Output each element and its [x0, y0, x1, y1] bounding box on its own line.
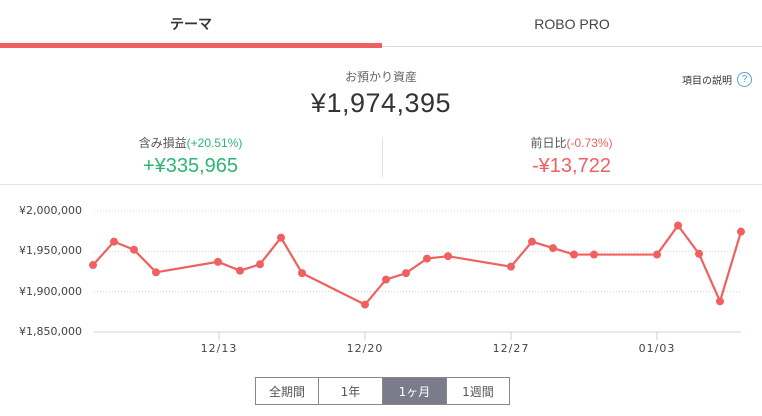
data-point[interactable] — [674, 221, 682, 230]
tab-theme[interactable]: テーマ — [0, 0, 382, 48]
x-tick: 01/03 — [638, 342, 676, 355]
x-tick: 12/20 — [346, 342, 384, 355]
period-1y[interactable]: 1年 — [319, 378, 383, 404]
tab-robo-pro[interactable]: ROBO PRO — [534, 15, 610, 32]
y-tick: ¥1,900,000 — [19, 285, 82, 298]
data-point[interactable] — [590, 250, 598, 259]
x-tick: 12/13 — [200, 342, 238, 355]
unrealized-gain-pct: (+20.51%) — [186, 136, 243, 150]
stats-row: 含み損益(+20.51%) +¥335,965 前日比(-0.73%) -¥13… — [0, 134, 762, 184]
asset-line-chart: ¥2,000,000 ¥1,950,000 ¥1,900,000 ¥1,850,… — [0, 190, 762, 360]
data-point[interactable] — [110, 237, 118, 246]
section-divider — [0, 184, 762, 185]
data-point[interactable] — [130, 245, 138, 254]
period-selector: 全期間 1年 1ヶ月 1週間 — [255, 377, 510, 405]
period-1m[interactable]: 1ヶ月 — [383, 378, 447, 404]
data-point[interactable] — [528, 237, 536, 246]
data-point[interactable] — [444, 252, 452, 261]
data-point[interactable] — [298, 269, 306, 278]
data-point[interactable] — [549, 244, 557, 253]
y-tick: ¥1,850,000 — [19, 325, 82, 338]
data-point[interactable] — [152, 268, 160, 277]
data-point[interactable] — [277, 233, 285, 242]
data-point[interactable] — [423, 254, 431, 263]
stats-divider — [382, 137, 383, 177]
period-all[interactable]: 全期間 — [256, 378, 319, 404]
data-point[interactable] — [695, 249, 703, 258]
question-circle-icon[interactable]: ? — [737, 72, 752, 87]
data-point[interactable] — [402, 269, 410, 278]
data-point[interactable] — [256, 260, 264, 269]
y-tick: ¥1,950,000 — [19, 244, 82, 257]
data-point[interactable] — [236, 266, 244, 275]
help-label: 項目の説明 — [682, 76, 732, 87]
assets-value: ¥1,974,395 — [310, 88, 452, 118]
data-point[interactable] — [716, 297, 724, 306]
unrealized-gain-value: +¥335,965 — [142, 155, 239, 177]
help-link[interactable]: 項目の説明 ? — [682, 72, 752, 87]
data-point[interactable] — [507, 262, 515, 271]
data-point[interactable] — [361, 300, 369, 309]
x-tick: 12/27 — [492, 342, 530, 355]
daily-change-value: -¥13,722 — [532, 155, 611, 177]
data-point[interactable] — [570, 250, 578, 259]
daily-change-pct: (-0.73%) — [566, 136, 613, 150]
unrealized-gain: 含み損益(+20.51%) +¥335,965 — [0, 134, 381, 184]
data-point[interactable] — [653, 250, 661, 259]
daily-change: 前日比(-0.73%) -¥13,722 — [381, 134, 762, 184]
period-1w[interactable]: 1週間 — [447, 378, 509, 404]
y-tick: ¥2,000,000 — [19, 204, 82, 217]
chart-plot — [89, 210, 745, 340]
data-point[interactable] — [89, 261, 97, 270]
assets-label: お預かり資産 — [344, 70, 417, 84]
data-point[interactable] — [214, 257, 222, 266]
unrealized-gain-label: 含み損益 — [138, 136, 187, 150]
daily-change-label: 前日比 — [530, 136, 567, 150]
data-point[interactable] — [382, 275, 390, 284]
tab-bar: テーマ ROBO PRO — [0, 0, 762, 48]
data-point[interactable] — [737, 227, 745, 236]
